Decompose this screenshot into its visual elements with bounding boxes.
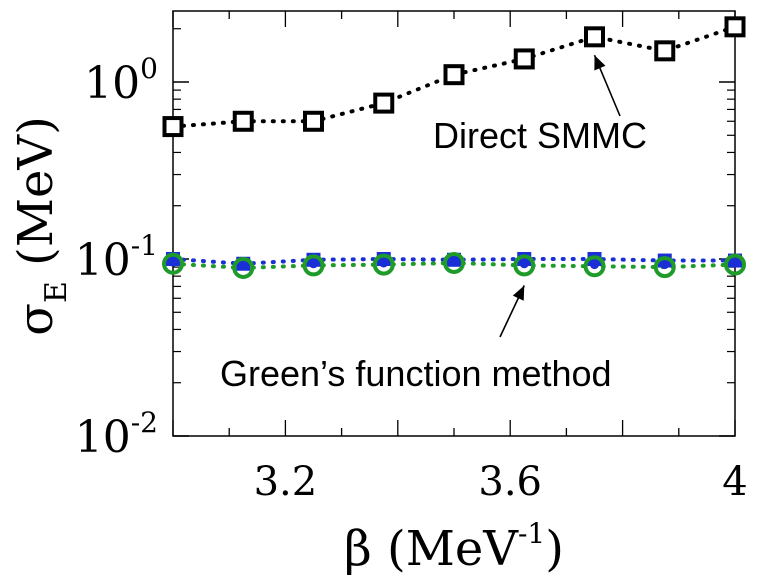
data-point (379, 258, 389, 268)
y-tick-label: 100 (84, 52, 158, 109)
data-point (162, 116, 184, 138)
annotation-label: Green’s function method (220, 353, 612, 394)
data-point (724, 16, 746, 38)
y-tick-label: 10-1 (75, 229, 158, 286)
data-point (232, 256, 255, 279)
data-point (730, 258, 740, 268)
data-point (584, 26, 605, 48)
data-point (302, 254, 325, 277)
data-point (660, 260, 670, 270)
data-point (373, 92, 395, 114)
series-markers (162, 16, 746, 279)
data-point (162, 252, 184, 275)
y-tick-label: 10-2 (75, 406, 158, 463)
data-point (303, 110, 324, 132)
x-axis-label: β (MeV-1) (344, 517, 564, 576)
data-point (238, 260, 248, 270)
data-point (724, 253, 746, 276)
data-point (232, 110, 254, 132)
data-point (513, 48, 535, 70)
data-point (654, 40, 676, 62)
data-point (168, 257, 178, 267)
data-point (590, 260, 599, 270)
data-point (449, 257, 459, 267)
data-point (309, 259, 318, 269)
annotation-arrow-head (512, 285, 525, 301)
annotation-arrow-head (594, 55, 606, 71)
data-point (443, 64, 465, 86)
data-point (372, 253, 395, 276)
axis-tick-labels: 3.2 3.6 4 100 10-1 10-2 (75, 52, 748, 505)
x-tick-label: 3.6 (478, 459, 542, 505)
data-point (653, 256, 676, 279)
x-tick-label: 4 (722, 459, 747, 505)
annotation-label: Direct SMMC (433, 115, 647, 156)
data-point (583, 255, 606, 278)
data-point (519, 259, 529, 269)
annotations: Direct SMMC Green’s function method (220, 54, 647, 394)
x-tick-label: 3.2 (254, 459, 318, 505)
y-axis-label: σE (MeV) (8, 116, 74, 336)
data-point (443, 251, 465, 274)
data-point (513, 254, 536, 277)
axis-labels: β (MeV-1) σE (MeV) (8, 116, 564, 576)
axis-ticks (172, 11, 736, 437)
